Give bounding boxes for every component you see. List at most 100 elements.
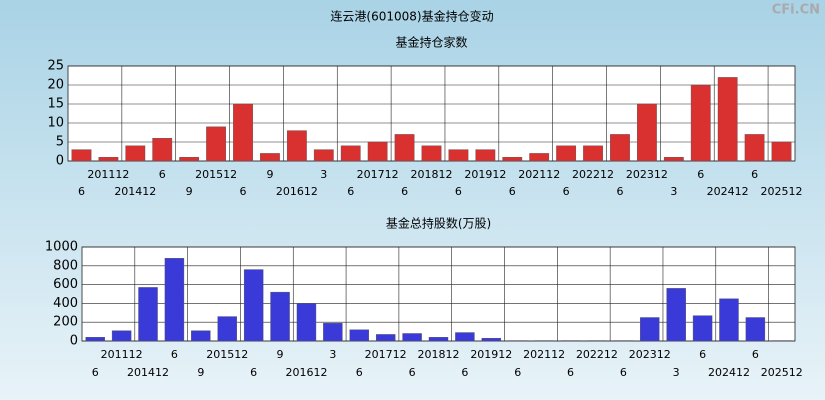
x-tick-label: 6 [159, 168, 166, 181]
bar [692, 315, 713, 342]
bar [260, 153, 280, 162]
bar [98, 156, 119, 162]
bar [529, 153, 550, 162]
x-tick-label: 6 [240, 185, 247, 198]
y-tick-label: 1000 [45, 240, 78, 255]
bar [394, 134, 415, 162]
bar [217, 316, 237, 342]
x-tick-label: 202312 [626, 168, 668, 181]
bar [421, 145, 442, 162]
y-tick-label: 800 [53, 258, 78, 273]
bar [313, 149, 334, 162]
bar [745, 317, 766, 342]
x-tick-label: 202112 [518, 168, 560, 181]
x-tick-label: 6 [92, 366, 99, 379]
bar [85, 337, 105, 342]
x-tick-label: 6 [509, 185, 516, 198]
x-tick-label: 6 [699, 348, 706, 361]
x-tick-label: 6 [514, 366, 521, 379]
bar [367, 141, 388, 162]
x-tick-label: 201412 [114, 185, 156, 198]
plot-area [67, 65, 796, 162]
x-tick-label: 6 [455, 185, 462, 198]
bar [191, 330, 211, 342]
x-tick-label: 6 [751, 168, 758, 181]
y-tick-label: 200 [53, 315, 78, 330]
x-tick-label: 3 [673, 366, 680, 379]
bar [270, 291, 290, 342]
bar [243, 269, 264, 342]
bar [428, 337, 449, 342]
x-tick-label: 6 [752, 348, 759, 361]
x-tick-label: 3 [670, 185, 677, 198]
bar [233, 103, 253, 162]
x-tick-label: 9 [186, 185, 193, 198]
bar [164, 258, 185, 342]
y-tick-label: 400 [53, 296, 78, 311]
x-tick-label: 6 [347, 185, 354, 198]
plot-area [81, 246, 796, 342]
x-tick-label: 202212 [572, 168, 614, 181]
x-tick-label: 6 [697, 168, 704, 181]
x-tick-label: 6 [356, 366, 363, 379]
x-tick-label: 6 [563, 185, 570, 198]
bar [502, 156, 523, 162]
x-tick-label: 6 [409, 366, 416, 379]
x-tick-label: 201612 [276, 185, 318, 198]
y-tick-label: 0 [56, 154, 64, 169]
bar [663, 156, 684, 162]
bar [610, 134, 630, 162]
bar [340, 145, 361, 162]
x-tick-label: 201612 [285, 366, 327, 379]
y-tick-label: 0 [70, 334, 78, 349]
bar [323, 322, 343, 342]
x-tick-label: 9 [266, 168, 273, 181]
x-tick-label: 201812 [411, 168, 453, 181]
x-tick-label: 201912 [470, 348, 512, 361]
bar [481, 337, 502, 342]
bar [771, 141, 792, 162]
x-tick-label: 6 [461, 366, 468, 379]
x-tick-label: 6 [616, 185, 623, 198]
y-tick-label: 25 [47, 59, 64, 74]
x-tick-label: 6 [250, 366, 257, 379]
bar [556, 145, 577, 162]
bar [583, 145, 603, 162]
x-tick-label: 201812 [418, 348, 460, 361]
x-tick-label: 6 [78, 185, 85, 198]
bar [125, 145, 146, 162]
x-tick-label: 201512 [195, 168, 237, 181]
x-tick-label: 201112 [101, 348, 143, 361]
bar [744, 134, 765, 162]
x-tick-label: 201112 [87, 168, 129, 181]
bar [690, 84, 711, 162]
bar [402, 333, 422, 342]
x-tick-label: 202312 [629, 348, 671, 361]
bar [296, 303, 317, 342]
bar [152, 137, 173, 162]
x-tick-label: 6 [567, 366, 574, 379]
x-tick-label: 202512 [761, 185, 803, 198]
bar [179, 156, 200, 162]
bar [138, 287, 158, 342]
x-tick-label: 201512 [206, 348, 248, 361]
bar [475, 149, 496, 162]
bar [448, 149, 469, 162]
y-tick-label: 10 [47, 116, 64, 131]
x-tick-label: 201712 [365, 348, 407, 361]
bar [717, 77, 738, 162]
x-tick-label: 9 [197, 366, 204, 379]
x-tick-label: 6 [401, 185, 408, 198]
bar [666, 288, 686, 342]
y-tick-label: 15 [47, 97, 64, 112]
bar [375, 334, 396, 342]
x-tick-label: 201712 [357, 168, 399, 181]
bar [71, 149, 92, 162]
watermark: CFi.CN [772, 3, 820, 18]
bar [349, 329, 369, 342]
y-tick-label: 20 [47, 78, 64, 93]
chart-title: 基金持仓家数 [395, 35, 467, 50]
bar [206, 126, 226, 162]
y-tick-label: 600 [53, 277, 78, 292]
x-tick-label: 3 [320, 168, 327, 181]
